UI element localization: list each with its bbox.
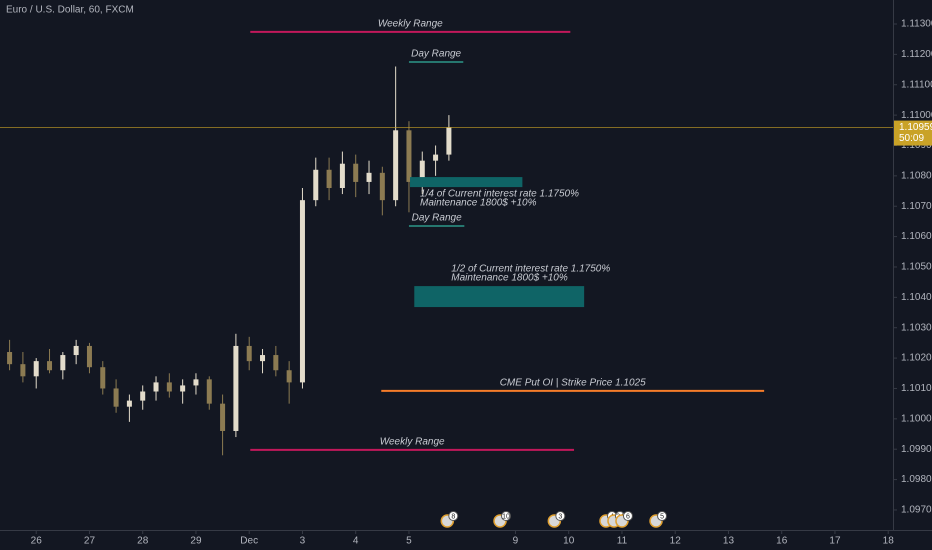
event-badge: [448, 511, 459, 521]
candle-body: [100, 367, 106, 389]
candle-body: [406, 130, 412, 182]
candle-body: [393, 130, 399, 201]
y-tick-label: 1.09800: [901, 474, 932, 485]
x-tick-label: 4: [353, 536, 359, 547]
annotation-label: CME Put OI | Strike Price 1.1025: [500, 378, 646, 389]
y-tick-label: 1.11200: [901, 49, 932, 60]
candle-body: [86, 345, 92, 368]
event-badge: [501, 511, 512, 521]
candle-body: [193, 379, 199, 386]
x-tick-label: 9: [513, 536, 519, 547]
annotation-label: Maintenance 1800$ +10%: [451, 273, 568, 284]
candle-body: [220, 403, 226, 431]
candle-body: [366, 172, 372, 182]
x-tick-label: 5: [406, 536, 412, 547]
y-tick-label: 1.10300: [901, 322, 932, 333]
event-badge: [657, 511, 668, 521]
x-tick-label: 17: [829, 536, 841, 547]
x-tick-label: 26: [31, 536, 43, 547]
candle-body: [140, 391, 146, 401]
y-tick-label: 1.10500: [901, 262, 932, 273]
candle-body: [180, 385, 186, 392]
zone-box: [410, 177, 523, 188]
candle-body: [273, 355, 279, 371]
y-tick-label: 1.10900: [901, 140, 932, 151]
annotation-label: Weekly Range: [378, 19, 443, 30]
annotation-label: 1/4 of Current interest rate 1.1750%: [420, 189, 579, 200]
candle-body: [233, 345, 239, 431]
event-count: 5: [660, 513, 664, 520]
candle-body: [206, 379, 212, 404]
candle-body: [246, 345, 252, 362]
candle-body: [339, 163, 345, 189]
candle-body: [47, 361, 53, 371]
x-tick-label: 13: [723, 536, 735, 547]
candle-body: [433, 154, 439, 161]
y-tick-label: 1.11100: [901, 79, 932, 90]
y-tick-label: 1.10200: [901, 353, 932, 364]
annotation-label: Maintenance 1800$ +10%: [420, 198, 537, 209]
candle-body: [446, 127, 452, 155]
candle-body: [299, 200, 305, 383]
event-count: 10: [502, 513, 510, 520]
candle-body: [419, 160, 425, 182]
x-tick-label: 3: [300, 536, 306, 547]
y-tick-label: 1.09900: [901, 444, 932, 455]
candle-body: [166, 382, 172, 392]
candle-body: [126, 400, 132, 407]
y-tick-label: 1.11000: [901, 110, 932, 121]
candle-body: [73, 345, 79, 356]
chart-title: Euro / U.S. Dollar, 60, FXCM: [6, 5, 134, 16]
x-tick-label: 10: [563, 536, 575, 547]
countdown-label: 50:09: [899, 133, 924, 144]
last-price-tag: [894, 120, 932, 146]
candle-body: [20, 364, 26, 377]
event-badge: [555, 511, 566, 521]
y-tick-label: 1.10800: [901, 170, 932, 181]
candle-body: [286, 370, 292, 383]
x-tick-label: Dec: [240, 536, 258, 547]
candle-body: [60, 355, 66, 371]
candle-body: [260, 355, 266, 362]
candle-body: [379, 172, 385, 201]
candle-body: [33, 361, 39, 377]
candle-body: [313, 169, 319, 201]
annotation-label: Day Range: [412, 213, 462, 224]
annotation-label: Day Range: [411, 49, 461, 60]
candle-body: [353, 163, 359, 182]
y-tick-label: 1.10700: [901, 201, 932, 212]
x-tick-label: 16: [776, 536, 788, 547]
x-tick-label: 29: [190, 536, 202, 547]
y-tick-label: 1.11300: [901, 19, 932, 30]
y-tick-label: 1.09700: [901, 505, 932, 516]
candle-body: [153, 382, 159, 392]
annotation-label: Weekly Range: [380, 436, 445, 447]
event-badge: [622, 511, 633, 521]
candle-body: [326, 169, 332, 189]
event-count: 6: [626, 513, 630, 520]
candle-body: [113, 388, 119, 407]
x-tick-label: 18: [883, 536, 895, 547]
x-tick-label: 12: [670, 536, 682, 547]
y-tick-label: 1.10400: [901, 292, 932, 303]
y-tick-label: 1.10000: [901, 413, 932, 424]
y-tick-label: 1.10100: [901, 383, 932, 394]
annotation-label: 1/2 of Current interest rate 1.1750%: [451, 264, 610, 275]
x-tick-label: 11: [617, 536, 628, 547]
x-tick-label: 27: [84, 536, 96, 547]
candle-body: [7, 352, 13, 365]
y-tick-label: 1.10600: [901, 231, 932, 242]
event-count: 3: [558, 513, 562, 520]
x-tick-label: 28: [137, 536, 149, 547]
event-count: 8: [451, 513, 455, 520]
zone-box: [414, 286, 585, 308]
last-price-label: 1.10959: [899, 122, 932, 133]
